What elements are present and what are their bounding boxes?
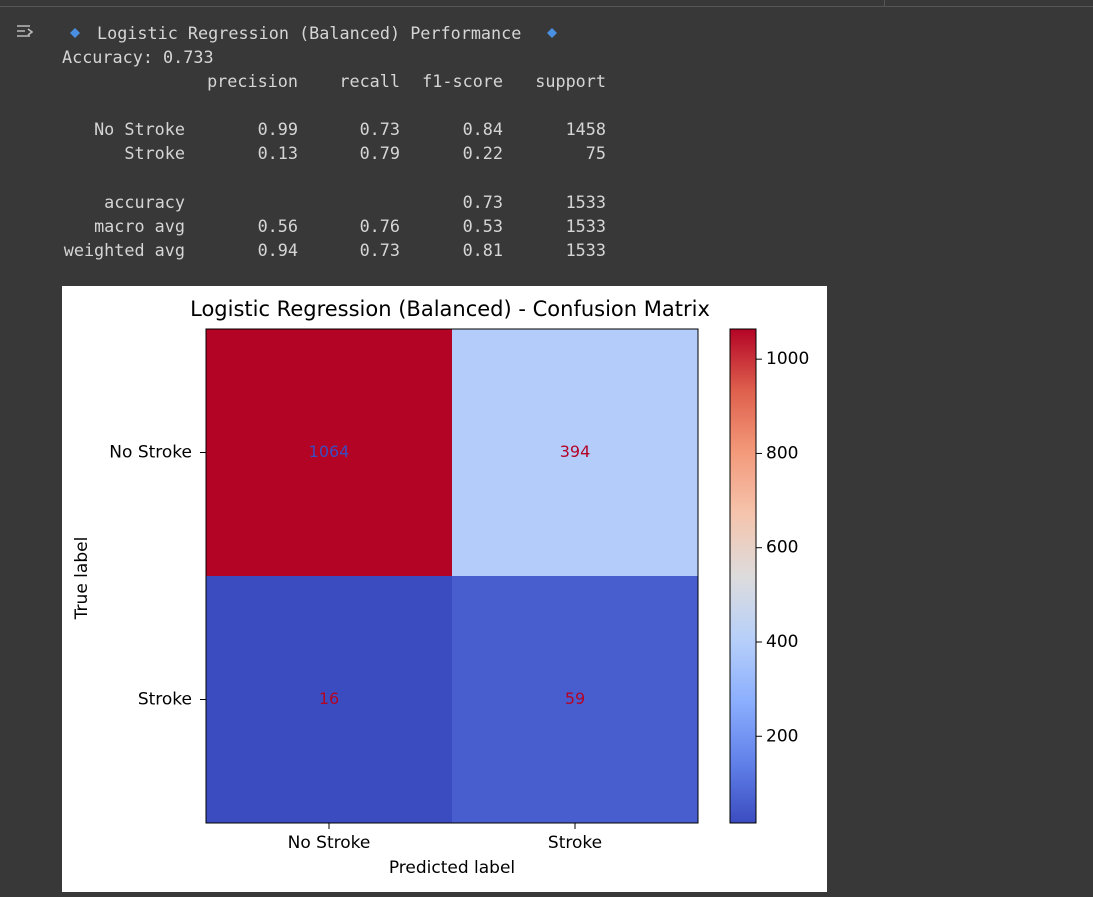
report-cell: 0.73 [359,119,400,139]
report-column-header: support [535,71,606,91]
x-axis-label: Predicted label [389,858,515,878]
diamond-icon [547,28,557,38]
report-cell: 0.81 [462,239,503,260]
output-toggle-icon[interactable] [14,22,38,44]
report-cell: 0.13 [257,143,298,163]
diamond-icon [70,28,80,38]
cell-value-label: 394 [560,442,591,461]
colorbar-tick-label: 600 [766,538,798,558]
report-cell: 0.73 [462,191,503,212]
report-cell: 1533 [565,215,606,236]
divider [884,0,885,6]
cell-value-label: 59 [565,689,585,708]
report-cell: 0.79 [359,143,400,163]
colorbar-tick-label: 1000 [766,349,809,369]
y-tick-label: Stroke [138,690,192,710]
colorbar-tick-label: 800 [766,443,798,463]
x-tick-label: No Stroke [288,833,371,853]
colorbar-tick-label: 400 [766,632,798,652]
colorbar [729,328,757,824]
heatmap-cell [206,576,453,824]
report-row-label: macro avg [94,215,185,236]
output-heading: Logistic Regression (Balanced) Performan… [97,23,522,43]
cell-value-label: 16 [319,689,339,708]
chart-title: Logistic Regression (Balanced) - Confusi… [190,297,710,321]
report-row-label: No Stroke [94,119,185,139]
report-cell: 0.94 [257,239,298,260]
report-cell: 0.56 [257,215,298,236]
report-cell: 0.53 [462,215,503,236]
report-cell: 0.22 [462,143,503,163]
cell-border [0,6,1093,7]
report-cell: 1533 [565,191,606,212]
heatmap-cell [452,576,699,824]
report-cell: 0.84 [462,119,503,139]
report-cell: 0.73 [359,239,400,260]
report-cell: 0.99 [257,119,298,139]
report-cell: 1533 [565,239,606,260]
report-cell: 1458 [565,119,606,139]
report-cell: 0.76 [359,215,400,236]
report-column-header: precision [207,71,298,91]
accuracy-line: Accuracy: 0.733 [62,47,214,67]
report-row-label: weighted avg [63,239,185,260]
heatmap-cell [452,329,699,577]
cell-value-label: 1064 [309,442,350,461]
report-cell: 75 [585,143,606,163]
report-row-label: Stroke [124,143,185,163]
y-tick-label: No Stroke [109,443,192,463]
heatmap-cell [206,329,453,577]
report-column-header: recall [339,71,400,91]
report-column-header: f1-score [422,71,503,91]
colorbar-tick-label: 200 [766,726,798,746]
y-axis-label: True label [72,537,92,621]
plot-frame [205,328,699,824]
report-row-label: accuracy [104,191,185,212]
x-tick-label: Stroke [548,833,602,853]
